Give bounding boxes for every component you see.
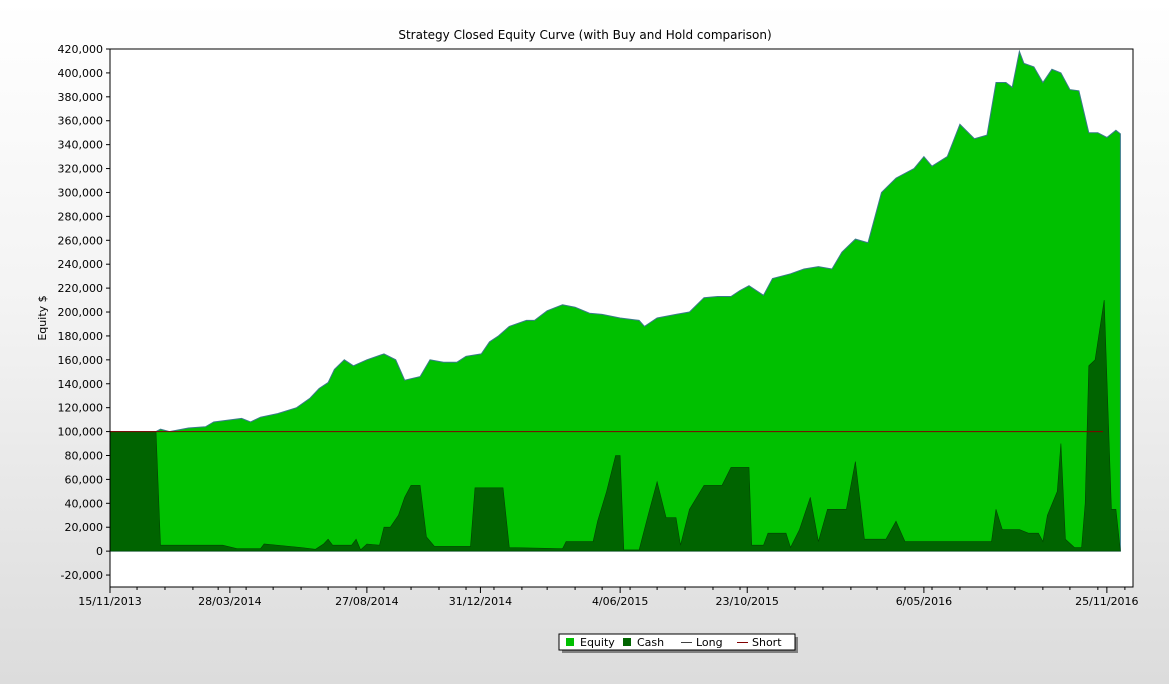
legend-label-cash: Cash — [637, 636, 664, 649]
legend-label-equity: Equity — [580, 636, 615, 649]
y-tick-label: 360,000 — [58, 115, 104, 128]
x-tick-label: 27/08/2014 — [335, 595, 398, 608]
x-tick-label: 6/05/2016 — [896, 595, 952, 608]
y-tick-label: 40,000 — [65, 497, 104, 510]
y-tick-label: 140,000 — [58, 378, 104, 391]
y-tick-label: 80,000 — [65, 449, 104, 462]
legend-box — [558, 633, 796, 651]
legend-label-short: Short — [752, 636, 782, 649]
y-tick-label: 160,000 — [58, 354, 104, 367]
x-tick-label: 31/12/2014 — [449, 595, 512, 608]
y-tick-label: 180,000 — [58, 330, 104, 343]
x-tick-label: 28/03/2014 — [198, 595, 261, 608]
x-tick-label: 23/10/2015 — [716, 595, 779, 608]
chart-title: Strategy Closed Equity Curve (with Buy a… — [398, 28, 771, 42]
series-area-cash — [109, 300, 1121, 552]
x-tick-label: 15/11/2013 — [78, 595, 141, 608]
y-tick-label: 60,000 — [65, 473, 104, 486]
y-tick-label: 420,000 — [58, 43, 104, 56]
y-tick-label: 380,000 — [58, 91, 104, 104]
y-tick-label: -20,000 — [61, 569, 103, 582]
y-tick-label: 400,000 — [58, 67, 104, 80]
y-tick-label: 280,000 — [58, 210, 104, 223]
legend-swatch-equity — [566, 638, 574, 646]
y-tick-label: 260,000 — [58, 234, 104, 247]
legend-swatch-cash — [623, 638, 631, 646]
y-tick-label: 320,000 — [58, 163, 104, 176]
y-tick-label: 120,000 — [58, 402, 104, 415]
y-tick-label: 300,000 — [58, 186, 104, 199]
x-tick-label: 25/11/2016 — [1075, 595, 1138, 608]
x-tick-label: 4/06/2015 — [592, 595, 648, 608]
series-area-equity — [109, 49, 1121, 552]
y-tick-label: 0 — [96, 545, 103, 558]
y-axis-label: Equity $ — [36, 295, 49, 340]
y-tick-label: 200,000 — [58, 306, 104, 319]
y-tick-label: 220,000 — [58, 282, 104, 295]
legend: Equity Cash Long Short — [558, 633, 798, 653]
y-tick-label: 100,000 — [58, 426, 104, 439]
y-tick-label: 240,000 — [58, 258, 104, 271]
plot-frame — [109, 48, 1134, 588]
y-tick-label: 340,000 — [58, 139, 104, 152]
y-tick-label: 20,000 — [65, 521, 104, 534]
legend-label-long: Long — [696, 636, 723, 649]
